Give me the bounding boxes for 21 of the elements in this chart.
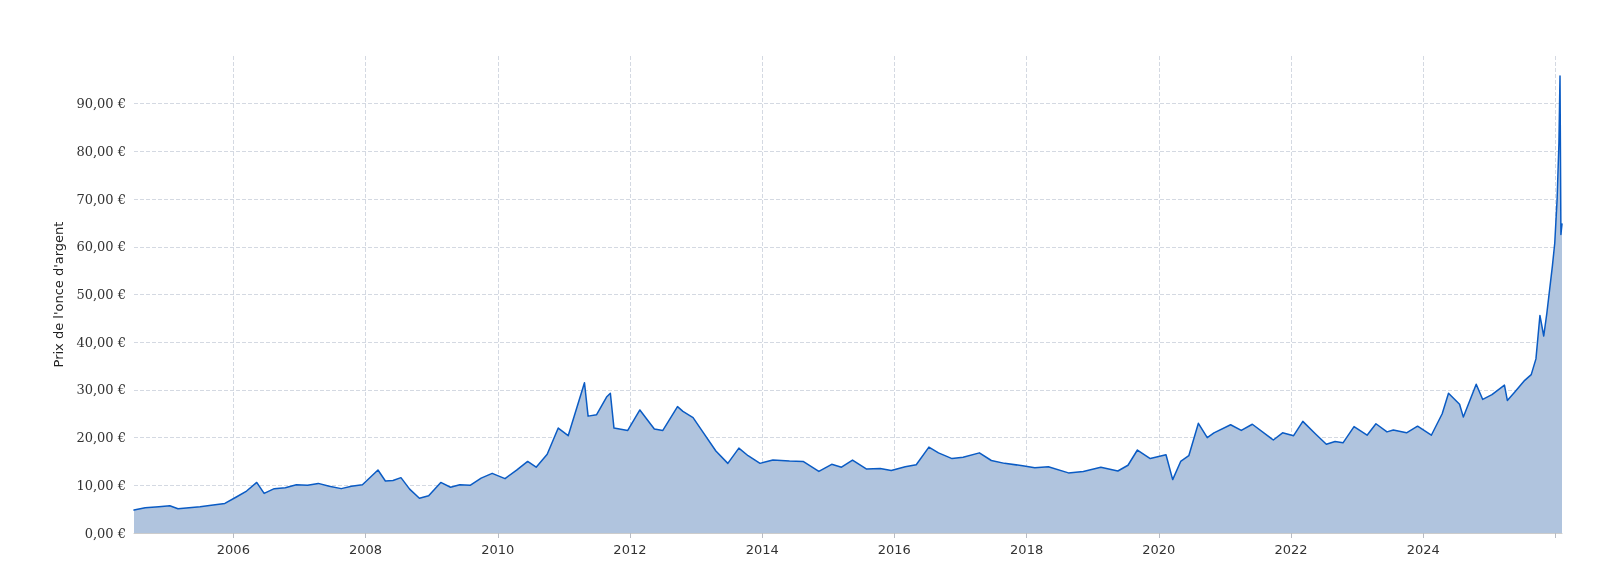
y-tick-label: 30,00 €	[76, 382, 126, 398]
x-tick-label: 2020	[1142, 542, 1176, 557]
x-tick-label: 2024	[1406, 542, 1440, 557]
y-tick-label: 0,00 €	[84, 525, 126, 541]
x-tick-label: 2018	[1010, 542, 1044, 557]
y-tick-label: 90,00 €	[76, 96, 126, 112]
x-tick-label: 2008	[348, 542, 383, 557]
y-tick-label: 70,00 €	[76, 191, 126, 207]
y-tick-label: 60,00 €	[76, 239, 126, 255]
x-tick-label: 2014	[745, 542, 779, 557]
x-tick-label: 2010	[481, 542, 515, 557]
y-tick-label: 10,00 €	[76, 477, 126, 493]
y-tick-label: 80,00 €	[76, 143, 126, 159]
y-axis-title: Prix de l'once d'argent	[51, 221, 67, 368]
y-tick-label: 40,00 €	[76, 334, 126, 350]
x-tick-label: 2006	[216, 542, 250, 557]
x-tick-label: 2022	[1274, 542, 1308, 557]
x-tick-label: 2016	[877, 542, 911, 557]
y-tick-label: 20,00 €	[76, 430, 126, 446]
y-tick-label: 50,00 €	[76, 287, 126, 302]
x-tick-label: 2012	[613, 542, 647, 557]
